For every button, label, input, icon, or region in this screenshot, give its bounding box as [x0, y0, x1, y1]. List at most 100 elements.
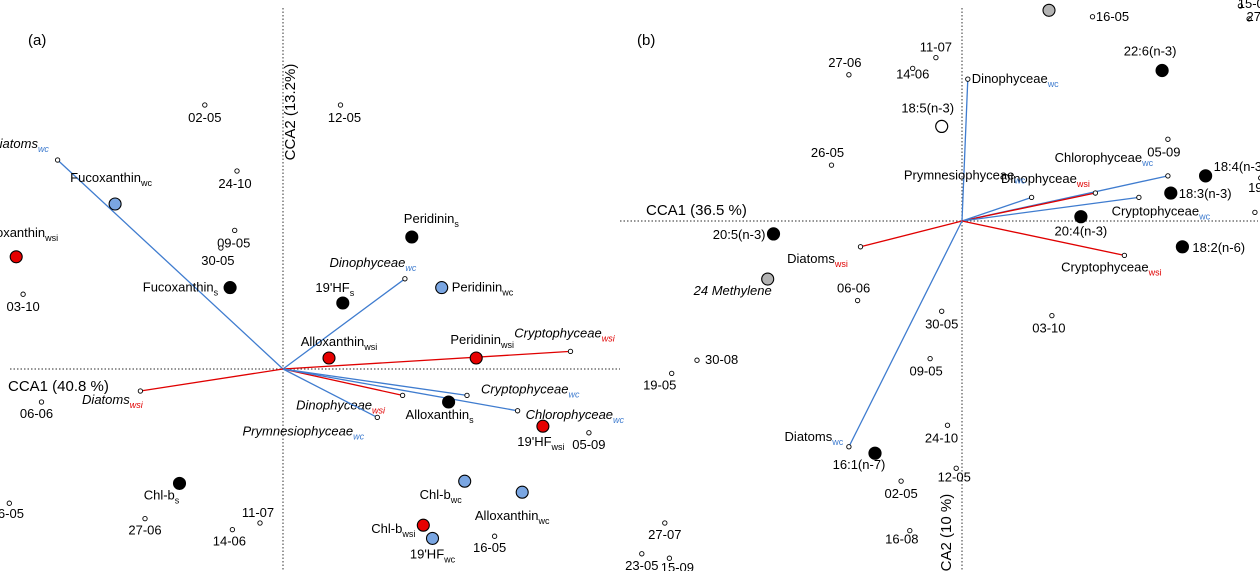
site-point-a-30-05 — [219, 246, 223, 250]
vector-tip-a-dinophyceae-wc — [403, 277, 407, 281]
site-label-b-16-05: 16-05 — [1096, 9, 1129, 24]
site-point-b-27-06 — [847, 73, 851, 77]
vector-label-a-dinophyceae-wsi: Dinophyceaewsi — [296, 397, 386, 415]
vector-label-b-chlorophyceae-wc: Chlorophyceaewc — [1055, 150, 1154, 168]
vector-tip-a-chlorophyceae-wc — [515, 409, 519, 413]
site-point-b-06-06 — [855, 298, 859, 302]
site-point-a-26-05 — [7, 501, 11, 505]
panel-b: (b) CCA1 (36.5 %) CCA2 (10 %) Dinophycea… — [620, 0, 1260, 571]
vector-tip-b-dinophyceae-wc — [966, 77, 970, 81]
vector-line-a-diatoms-wsi — [140, 369, 283, 391]
sterol-label-24-methylene: 24 Methylene — [693, 283, 772, 298]
site-label-b-27-06: 27-06 — [828, 55, 861, 70]
pigment-label-chl-b-wc: Chl-bwc — [420, 487, 463, 505]
site-point-b-05-09 — [1166, 137, 1170, 141]
fatty-acid-point-18-4-n-3 — [1200, 170, 1212, 182]
site-point-a-23-05 — [640, 552, 644, 556]
vector-tip-a-diatoms-wsi — [138, 389, 142, 393]
panel-a-points: 16-0802-0512-0524-1009-0530-0503-1006-06… — [0, 0, 738, 571]
site-label-a-14-06: 14-06 — [213, 534, 246, 549]
panel-b-label: (b) — [637, 32, 655, 49]
vector-label-a-prymnesiophyceae-wc: Prymnesiophyceaewc — [243, 423, 365, 441]
site-label-b-16-08: 16-08 — [885, 532, 918, 547]
site-point-b-11-07 — [934, 55, 938, 59]
site-label-b-02-05: 02-05 — [884, 486, 917, 501]
site-point-a-09-05 — [233, 228, 237, 232]
vector-tip-b-chlorophyceae-wc — [1166, 174, 1170, 178]
site-point-a-03-10 — [21, 292, 25, 296]
panel-b-x-axis-title: CCA1 (36.5 %) — [646, 202, 747, 219]
site-point-a-05-09 — [587, 431, 591, 435]
vector-tip-b-cryptophyceae-wsi — [1122, 253, 1126, 257]
vector-label-a-diatoms-wsi: Diatomswsi — [82, 392, 144, 410]
site-label-b-05-09: 05-09 — [1147, 144, 1180, 159]
site-point-a-16-05 — [492, 534, 496, 538]
site-point-b-16-05 — [1090, 15, 1094, 19]
site-point-a-12-05 — [338, 103, 342, 107]
site-label-a-16-05: 16-05 — [473, 540, 506, 555]
pigment-point-peridinin-wc — [436, 282, 448, 294]
vector-line-b-diatoms-wsi — [861, 221, 963, 247]
site-label-b-12-05: 12-05 — [938, 469, 971, 484]
vector-label-a-cryptophyceae-wsi: Cryptophyceaewsi — [514, 325, 615, 343]
vector-label-b-diatoms-wsi: Diatomswsi — [787, 251, 848, 269]
fatty-acid-point-18-3-n-3 — [1165, 187, 1177, 199]
vector-tip-b-prymnesiophyceae-wc — [1029, 195, 1033, 199]
site-label-a-12-05: 12-05 — [328, 110, 361, 125]
site-point-b-02-05 — [899, 479, 903, 483]
site-label-a-11-07: 11-07 — [242, 505, 274, 520]
vector-tip-b-diatoms-wsi — [858, 245, 862, 249]
fatty-acid-point-22-6-n-3 — [1156, 65, 1168, 77]
fatty-acid-label-16-1-n-7: 16:1(n-7) — [833, 457, 886, 472]
pigment-label-chl-b-wsi: Chl-bwsi — [371, 521, 415, 539]
vector-line-a-cryptophyceae-wc — [283, 369, 467, 395]
pigment-label-alloxanthin-wsi: Alloxanthinwsi — [301, 334, 378, 352]
vector-label-a-dinophyceae-wc: Dinophyceaewc — [329, 255, 416, 273]
site-label-b-11-07: 11-07 — [920, 40, 952, 55]
pigment-point-19-hf-wsi — [537, 420, 549, 432]
site-label-a-06-06: 06-06 — [20, 406, 53, 421]
pigment-point-fucoxanthin-wc — [109, 198, 121, 210]
site-point-b-03-10 — [1050, 313, 1054, 317]
site-label-a-24-10: 24-10 — [218, 176, 251, 191]
site-label-a-16-08: 16-08 — [379, 0, 412, 3]
panel-b-vectors: DinophyceaewcChlorophyceaewcDinophyceaew… — [785, 71, 1211, 449]
site-label-b-19-05: 19-05 — [1248, 180, 1260, 195]
fatty-acid-label-20-5-n-3: 20:5(n-3) — [713, 227, 766, 242]
pigment-point-chl-b-wc — [459, 475, 471, 487]
vector-line-a-dinophyceae-wsi — [283, 369, 403, 395]
site-point-a-14-06 — [230, 527, 234, 531]
pigment-point-chl-b-s — [174, 477, 186, 489]
site-point-b-09-05 — [928, 356, 932, 360]
site-point-a-19-05 — [670, 371, 674, 375]
vector-label-b-dinophyceae-wc: Dinophyceaewc — [972, 71, 1059, 89]
pigment-label-alloxanthin-s: Alloxanthins — [406, 407, 475, 425]
site-point-b-26-05 — [829, 163, 833, 167]
pigment-label-19-hf-wsi: 19'HFwsi — [517, 434, 564, 452]
site-label-a-27-06: 27-06 — [128, 523, 161, 538]
panel-a: (a) CCA1 (40.8 %) CCA2 (13.2%) Diatomswc… — [0, 0, 738, 571]
site-point-a-06-06 — [39, 400, 43, 404]
site-label-a-30-08: 30-08 — [705, 352, 738, 367]
pigment-point-19-hf-wc — [427, 532, 439, 544]
pigment-label-chl-b-s: Chl-bs — [144, 487, 180, 505]
vector-tip-a-cryptophyceae-wsi — [568, 349, 572, 353]
site-point-a-11-07 — [258, 521, 262, 525]
pigment-label-fucoxanthin-wsi: Fucoxanthinwsi — [0, 225, 58, 243]
site-label-a-30-05: 30-05 — [201, 253, 234, 268]
site-point-a-30-08 — [695, 358, 699, 362]
site-point-a-02-05 — [203, 103, 207, 107]
vector-line-b-dinophyceae-wc — [962, 79, 968, 221]
site-point-b-30-08 — [1253, 210, 1257, 214]
pigment-label-alloxanthin-wc: Alloxanthinwc — [475, 508, 550, 526]
pigment-label-19-hf-s: 19'HFs — [315, 280, 354, 298]
fatty-acid-label-18-3-n-3: 18:3(n-3) — [1179, 186, 1232, 201]
site-point-a-24-10 — [235, 169, 239, 173]
pigment-point-alloxanthin-wc — [516, 486, 528, 498]
pigment-label-peridinin-s: Peridinins — [404, 211, 460, 229]
vector-tip-b-dinophyceae-wsi — [1093, 191, 1097, 195]
site-label-a-03-10: 03-10 — [6, 299, 39, 314]
site-label-b-14-06: 14-06 — [896, 66, 929, 81]
